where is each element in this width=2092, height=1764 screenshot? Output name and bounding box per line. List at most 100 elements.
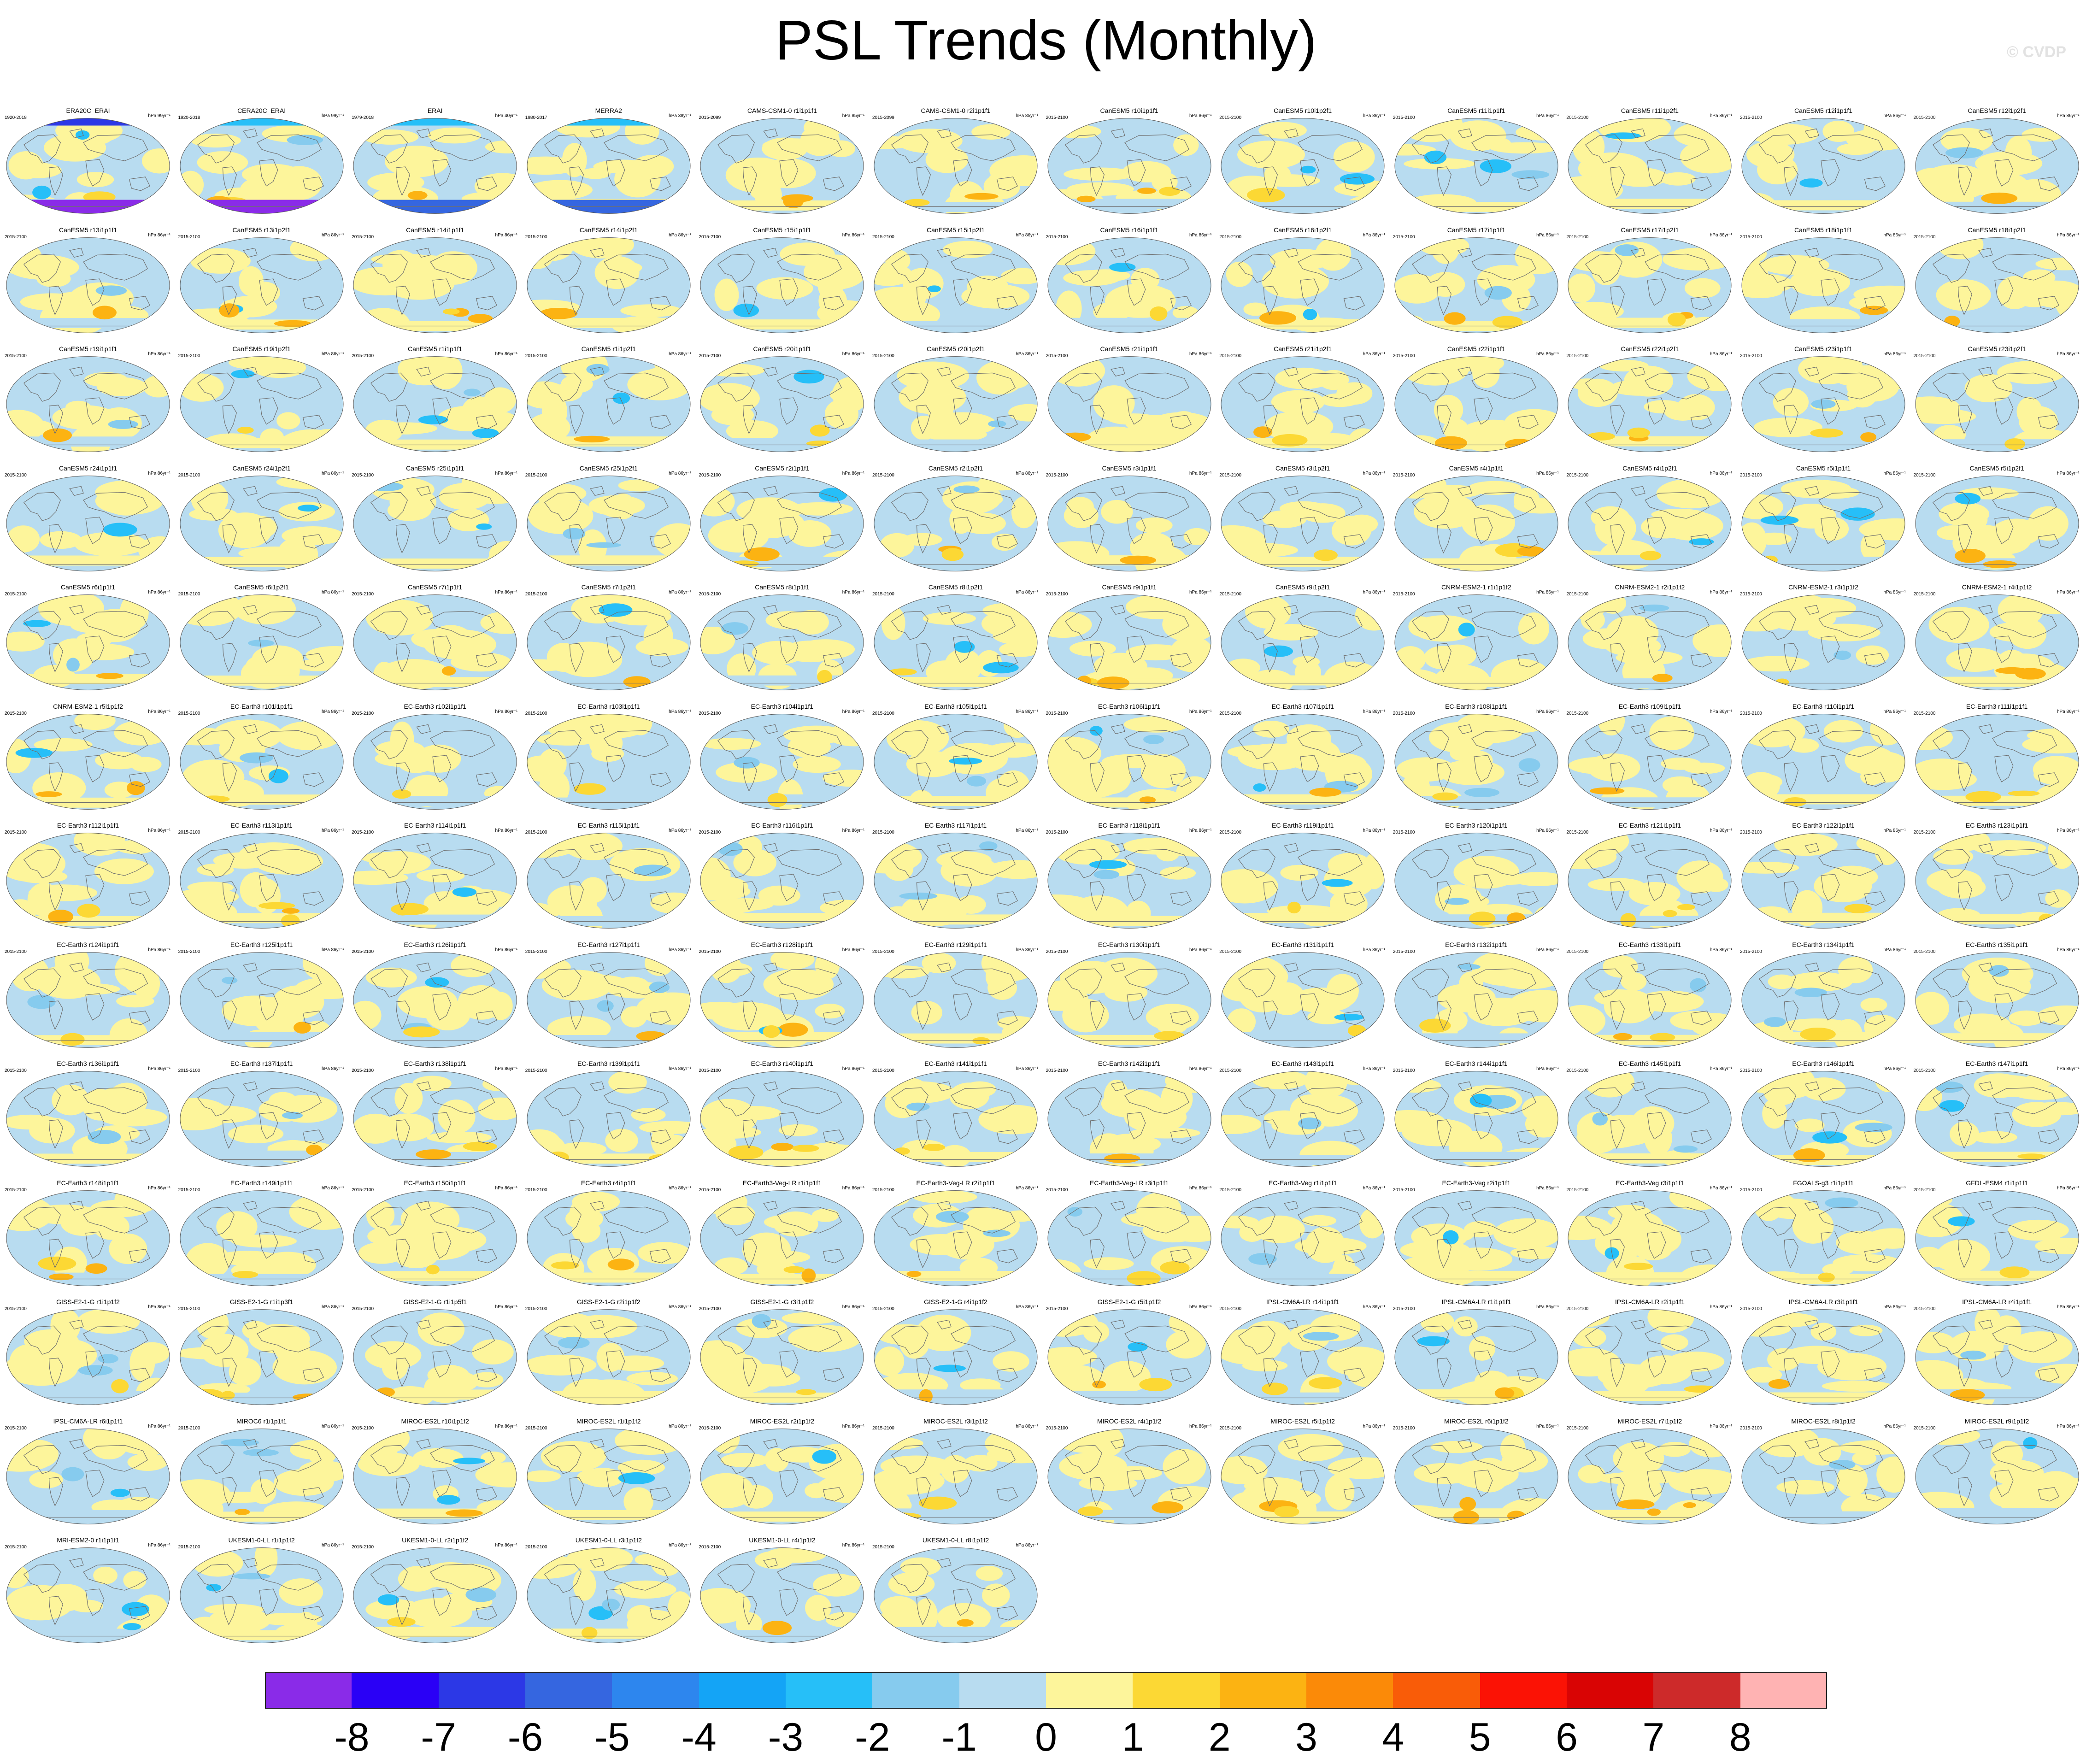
panel-title: EC-Earth3 r133i1p1f1 bbox=[1618, 941, 1681, 948]
panel-title: EC-Earth3 r115i1p1f1 bbox=[577, 822, 640, 829]
panel-title: EC-Earth3 r141i1p1f1 bbox=[924, 1060, 987, 1067]
panel-units: hPa 86yr⁻¹ bbox=[1883, 828, 1906, 833]
panel-title: CanESM5 r4i1p1f1 bbox=[1449, 464, 1504, 472]
panel-years: 2015-2100 bbox=[178, 234, 200, 240]
panel-units: hPa 86yr⁻¹ bbox=[321, 1423, 344, 1429]
trend-map bbox=[180, 356, 344, 452]
map-panel: CanESM5 r9i1p2f1 2015-2100 hPa 86yr⁻¹ bbox=[1218, 583, 1387, 695]
panel-years: 2015-2100 bbox=[5, 1187, 27, 1193]
map-panel: EC-Earth3 r140i1p1f1 2015-2100 hPa 86yr⁻¹ bbox=[698, 1060, 866, 1171]
panel-title: CNRM-ESM2-1 r3i1p1f2 bbox=[1788, 583, 1858, 591]
trend-map bbox=[1741, 833, 1905, 929]
panel-years: 2015-2100 bbox=[1740, 234, 1762, 240]
panel-years: 2015-2100 bbox=[872, 949, 894, 954]
panel-units: hPa 86yr⁻¹ bbox=[321, 1543, 344, 1548]
panel-title: MIROC-ES2L r5i1p1f2 bbox=[1270, 1417, 1335, 1425]
panel-years: 2015-2100 bbox=[699, 353, 721, 359]
map-panel: UKESM1-0-LL r3i1p1f2 2015-2100 hPa 86yr⁻¹ bbox=[524, 1536, 693, 1648]
panel-units: hPa 86yr⁻¹ bbox=[842, 1543, 865, 1548]
panel-units: hPa 86yr⁻¹ bbox=[148, 709, 170, 714]
panel-units: hPa 86yr⁻¹ bbox=[842, 590, 865, 595]
trend-map bbox=[527, 1071, 691, 1167]
panel-years: 2015-2100 bbox=[1740, 1187, 1762, 1193]
panel-years: 2015-2100 bbox=[525, 1545, 547, 1550]
panel-title: EC-Earth3 r130i1p1f1 bbox=[1098, 941, 1161, 948]
panel-units: hPa 86yr⁻¹ bbox=[1016, 232, 1038, 238]
panel-title: MIROC-ES2L r6i1p1f2 bbox=[1444, 1417, 1509, 1425]
trend-map bbox=[1568, 237, 1732, 333]
map-panel: IPSL-CM6A-LR r2i1p1f1 2015-2100 hPa 86yr⁻¹ bbox=[1565, 1298, 1734, 1410]
panel-years: 2015-2100 bbox=[1219, 115, 1242, 120]
panel-title: CanESM5 r18i1p2f1 bbox=[1968, 226, 2026, 234]
map-panel: CanESM5 r12i1p2f1 2015-2100 hPa 86yr⁻¹ bbox=[1913, 107, 2081, 218]
trend-map bbox=[1047, 1309, 1211, 1405]
panel-units: hPa 86yr⁻¹ bbox=[1536, 352, 1559, 357]
trend-map bbox=[874, 1547, 1038, 1643]
panel-units: hPa 86yr⁻¹ bbox=[1536, 1423, 1559, 1429]
panel-title: MIROC-ES2L r10i1p1f2 bbox=[401, 1417, 469, 1425]
panel-units: hPa 86yr⁻¹ bbox=[148, 1543, 170, 1548]
colorbar-tick-label: 6 bbox=[1556, 1715, 1578, 1759]
trend-map bbox=[1568, 356, 1732, 452]
trend-map bbox=[6, 1071, 170, 1167]
panel-title: IPSL-CM6A-LR r1i1p1f1 bbox=[1441, 1298, 1511, 1305]
panel-units: hPa 86yr⁻¹ bbox=[321, 1305, 344, 1310]
trend-map bbox=[700, 952, 864, 1048]
map-panel: CanESM5 r16i1p1f1 2015-2100 hPa 86yr⁻¹ bbox=[1045, 226, 1214, 338]
panel-years: 2015-2100 bbox=[1393, 1425, 1415, 1431]
panel-title: IPSL-CM6A-LR r2i1p1f1 bbox=[1615, 1298, 1685, 1305]
trend-map bbox=[353, 118, 517, 214]
trend-map bbox=[527, 118, 691, 214]
panel-years: 2015-2100 bbox=[352, 472, 374, 478]
panel-years: 2015-2100 bbox=[1393, 592, 1415, 597]
panel-title: IPSL-CM6A-LR r3i1p1f1 bbox=[1788, 1298, 1858, 1305]
panel-years: 2015-2100 bbox=[1566, 472, 1589, 478]
map-panel: IPSL-CM6A-LR r14i1p1f1 2015-2100 hPa 86yr⁻… bbox=[1218, 1298, 1387, 1410]
panel-title: EC-Earth3 r121i1p1f1 bbox=[1618, 822, 1681, 829]
panel-title: IPSL-CM6A-LR r6i1p1f1 bbox=[53, 1417, 123, 1425]
map-panel: UKESM1-0-LL r8i1p1f2 2015-2100 hPa 86yr⁻¹ bbox=[871, 1536, 1040, 1648]
trend-map bbox=[1221, 1428, 1385, 1524]
panel-units: hPa 86yr⁻¹ bbox=[1016, 709, 1038, 714]
panel-years: 2015-2100 bbox=[178, 1306, 200, 1311]
panel-units: hPa 86yr⁻¹ bbox=[1536, 113, 1559, 118]
trend-map bbox=[1741, 356, 1905, 452]
map-panel: MIROC-ES2L r10i1p1f2 2015-2100 hPa 86yr⁻¹ bbox=[351, 1417, 519, 1529]
trend-map bbox=[180, 475, 344, 571]
panel-title: EC-Earth3 r117i1p1f1 bbox=[924, 822, 987, 829]
panel-units: hPa 86yr⁻¹ bbox=[842, 232, 865, 238]
panel-title: EC-Earth3 r118i1p1f1 bbox=[1098, 822, 1160, 829]
panel-years: 2015-2100 bbox=[699, 1068, 721, 1073]
panel-years: 2015-2100 bbox=[1913, 592, 1936, 597]
panel-years: 2015-2100 bbox=[1566, 711, 1589, 716]
panel-units: hPa 86yr⁻¹ bbox=[842, 1066, 865, 1071]
trend-map bbox=[1047, 594, 1211, 690]
map-panel: CanESM5 r20i1p1f1 2015-2100 hPa 86yr⁻¹ bbox=[698, 345, 866, 457]
panel-title: CanESM5 r5i1p2f1 bbox=[1969, 464, 2024, 472]
panel-years: 2015-2100 bbox=[1046, 711, 1068, 716]
panel-years: 2015-2100 bbox=[1393, 472, 1415, 478]
map-panel: GISS-E2-1-G r1i1p3f1 2015-2100 hPa 86yr⁻¹ bbox=[177, 1298, 346, 1410]
map-panel: CanESM5 r9i1p1f1 2015-2100 hPa 86yr⁻¹ bbox=[1045, 583, 1214, 695]
panel-units: hPa 86yr⁻¹ bbox=[1189, 1423, 1212, 1429]
panel-years: 2015-2100 bbox=[352, 1068, 374, 1073]
trend-map bbox=[1915, 952, 2079, 1048]
panel-units: hPa 86yr⁻¹ bbox=[2057, 1423, 2080, 1429]
panel-years: 1979-2018 bbox=[352, 115, 374, 120]
panel-units: hPa 86yr⁻¹ bbox=[1363, 947, 1386, 953]
panel-years: 2015-2100 bbox=[699, 472, 721, 478]
trend-map bbox=[874, 594, 1038, 690]
map-panel: EC-Earth3 r131i1p1f1 2015-2100 hPa 86yr⁻¹ bbox=[1218, 941, 1387, 1053]
map-panel: EC-Earth3 r149i1p1f1 2015-2100 hPa 86yr⁻¹ bbox=[177, 1179, 346, 1291]
panel-years: 2015-2100 bbox=[352, 1425, 374, 1431]
map-panel: EC-Earth3-Veg-LR r2i1p1f1 2015-2100 hPa 86… bbox=[871, 1179, 1040, 1291]
map-panel: CanESM5 r19i1p2f1 2015-2100 hPa 86yr⁻¹ bbox=[177, 345, 346, 457]
panel-title: EC-Earth3 r134i1p1f1 bbox=[1792, 941, 1855, 948]
panel-title: EC-Earth3 r104i1p1f1 bbox=[751, 702, 814, 710]
panel-units: hPa 86yr⁻¹ bbox=[1189, 1305, 1212, 1310]
panel-units: hPa 86yr⁻¹ bbox=[1536, 709, 1559, 714]
map-panel: EC-Earth3-Veg-LR r3i1p1f1 2015-2100 hPa 86… bbox=[1045, 1179, 1214, 1291]
trend-map bbox=[527, 1547, 691, 1643]
trend-map bbox=[6, 1309, 170, 1405]
panel-years: 2015-2100 bbox=[5, 1068, 27, 1073]
